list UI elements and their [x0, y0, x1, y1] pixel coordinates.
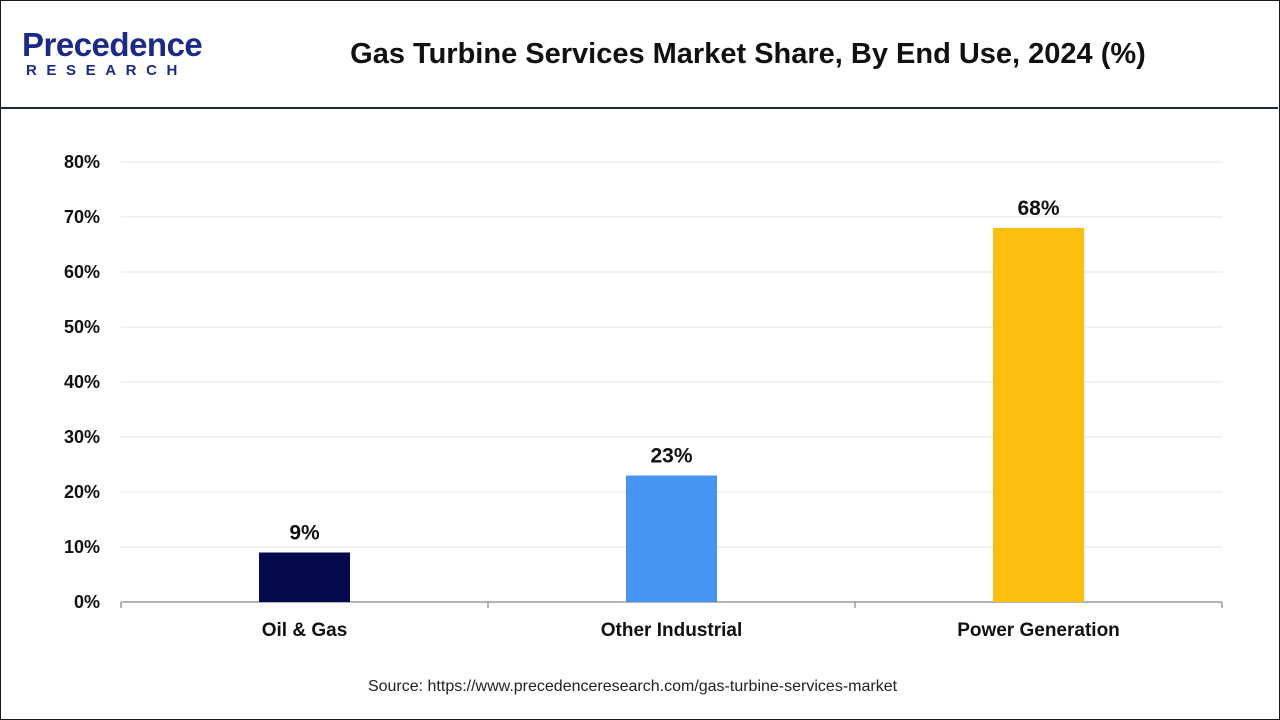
brand-logo: Precedence RESEARCH [22, 26, 222, 82]
y-tick-label: 10% [64, 537, 100, 557]
data-label: 68% [1017, 197, 1059, 220]
bar [626, 475, 717, 602]
source-note: Source: https://www.precedenceresearch.c… [367, 678, 898, 695]
category-labels: Oil & Gas Other Industrial Power Generatio… [262, 620, 1120, 641]
y-tick-label: 20% [64, 482, 100, 502]
y-axis-ticks: 0% 10% 20% 30% 40% 50% 60% 70% 80% [64, 152, 100, 612]
brand-name: Precedence [22, 26, 203, 63]
data-label: 23% [650, 445, 692, 468]
bars [259, 228, 1084, 602]
header: Precedence RESEARCH Gas Turbine Services… [0, 0, 1278, 109]
bar-chart: 0% 10% 20% 30% 40% 50% 60% 70% 80% 9% 23% 68% Oil … [64, 152, 1223, 641]
y-tick-label: 60% [64, 262, 100, 282]
category-label: Other Industrial [601, 620, 742, 641]
bar [993, 228, 1084, 602]
chart-title: Gas Turbine Services Market Share, By En… [350, 38, 1146, 70]
y-tick-label: 30% [64, 427, 100, 447]
y-tick-label: 0% [74, 592, 100, 612]
bar [259, 552, 350, 602]
x-axis [120, 601, 1223, 608]
data-label: 9% [289, 522, 320, 545]
y-tick-label: 70% [64, 207, 100, 227]
y-tick-label: 50% [64, 317, 100, 337]
y-tick-label: 80% [64, 152, 100, 172]
category-label: Power Generation [957, 620, 1120, 641]
category-label: Oil & Gas [262, 620, 348, 641]
brand-subtitle: RESEARCH [26, 62, 187, 79]
data-labels: 9% 23% 68% [289, 197, 1060, 545]
y-tick-label: 40% [64, 372, 100, 392]
